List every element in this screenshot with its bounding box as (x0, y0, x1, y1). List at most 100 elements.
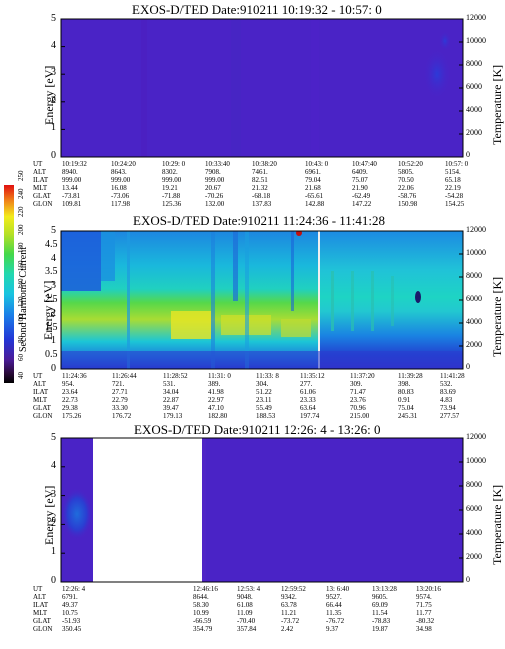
panel2-streak (233, 231, 238, 301)
info-cell: 13.44 (62, 184, 78, 192)
info-cell: 999.00 (62, 176, 82, 184)
row-label: ALT (33, 168, 46, 176)
panel1-title: EXOS-D/TED Date:910211 10:19:32 - 10:57:… (132, 2, 382, 17)
panel3-ytick: 5 (51, 432, 56, 443)
info-cell: -76.72 (326, 617, 345, 625)
row-label: GLON (33, 200, 53, 208)
info-cell: 137.83 (252, 200, 272, 208)
panel3-stripe (202, 438, 206, 582)
panel3-heatmap (61, 438, 463, 582)
panel2-region (101, 231, 115, 281)
info-cell: 11:37:20 (350, 372, 375, 380)
panel2-info-columns: 11:24:36 11:26:44 11:28:52 11:31: 0 11:33: 8… (0, 372, 505, 422)
panel3-y2tick: 2000 (466, 552, 482, 561)
info-cell: 8940. (62, 168, 78, 176)
panel2-ytick: 4.5 (45, 238, 58, 250)
info-cell: 58.30 (193, 601, 209, 609)
info-cell: 999.00 (111, 176, 131, 184)
panel1-axes (60, 18, 464, 158)
panel2-plot-area (61, 231, 463, 369)
info-cell: 132.00 (205, 200, 225, 208)
info-cell: 354.79 (193, 625, 213, 633)
info-cell: 10:47:40 (352, 160, 377, 168)
row-label: ALT (33, 593, 46, 601)
panel1-info-labels: UT ALT ILAT MLT GLAT GLON (33, 160, 52, 208)
info-cell: 70.96 (350, 404, 366, 412)
panel3-ylabel: Energy [eV] (42, 485, 56, 545)
info-cell: 34.98 (416, 625, 432, 633)
panel1-heatmap (61, 19, 463, 157)
panel2-axes (60, 230, 464, 370)
info-cell: 73.94 (440, 404, 456, 412)
info-cell: 83.69 (440, 388, 456, 396)
panel3-y2tick: 6000 (466, 504, 482, 513)
info-cell: 82.51 (252, 176, 268, 184)
row-label: UT (33, 160, 43, 168)
panel2-ytick: 4 (51, 252, 56, 264)
panel3-y2tick: 8000 (466, 480, 482, 489)
info-cell: 10:38:20 (252, 160, 277, 168)
info-cell: 6961. (305, 168, 321, 176)
info-cell: 999.00 (205, 176, 225, 184)
info-cell: 11.35 (326, 609, 342, 617)
info-cell: 9342. (281, 593, 297, 601)
info-cell: -54.28 (445, 192, 464, 200)
colorbar (4, 185, 14, 383)
info-cell: 61.06 (300, 388, 316, 396)
row-label: ILAT (33, 388, 49, 396)
panel2-ytick: 0 (51, 363, 56, 374)
panel1-blob (439, 31, 451, 51)
row-label: ILAT (33, 176, 49, 184)
info-cell: 10:33:40 (205, 160, 230, 168)
panel3-axes (60, 437, 464, 583)
info-cell: 10.75 (62, 609, 78, 617)
panel1-ytick: 1 (51, 122, 56, 133)
info-cell: 11:39:28 (398, 372, 423, 380)
info-cell: 11.54 (372, 609, 388, 617)
panel3-title: EXOS-D/TED Date:910211 12:26: 4 - 13:26:… (134, 422, 381, 437)
row-label: ILAT (33, 601, 49, 609)
panel1-stripe (311, 19, 319, 157)
panel3-ytick: 2 (51, 518, 56, 529)
info-cell: 6409. (352, 168, 368, 176)
row-label: GLAT (33, 617, 51, 625)
panel2-region (281, 319, 311, 337)
info-cell: 188.53 (256, 412, 276, 420)
row-label: GLON (33, 625, 53, 633)
panel1-blob (423, 48, 451, 100)
panel2-y2tick: 4000 (466, 317, 482, 326)
panel2-y2tick: 6000 (466, 294, 482, 303)
info-cell: 532. (440, 380, 453, 388)
panel1-y2tick: 0 (466, 150, 470, 159)
info-cell: 65.18 (445, 176, 461, 184)
info-cell: 23.76 (350, 396, 366, 404)
info-cell: 39.47 (163, 404, 179, 412)
panel2-ytick: 1.5 (45, 321, 58, 333)
info-cell: 9048. (237, 593, 253, 601)
row-label: GLON (33, 412, 53, 420)
info-cell: 7908. (205, 168, 221, 176)
row-label: ALT (33, 380, 46, 388)
info-cell: 33.30 (112, 404, 128, 412)
info-cell: 215.00 (350, 412, 370, 420)
info-cell: 22.06 (398, 184, 414, 192)
panel2-info-labels: UT ALT ILAT MLT GLAT GLON (33, 372, 52, 420)
info-cell: 277. (300, 380, 313, 388)
info-cell: 75.04 (398, 404, 414, 412)
info-cell: 63.64 (300, 404, 316, 412)
info-cell: 11:33: 8 (256, 372, 279, 380)
panel3-blob (61, 488, 93, 540)
info-cell: -51.93 (62, 617, 81, 625)
info-cell: -62.49 (352, 192, 371, 200)
panel1-stripe (141, 19, 147, 157)
info-cell: 389. (208, 380, 221, 388)
info-cell: 117.98 (111, 200, 130, 208)
info-cell: -58.76 (398, 192, 417, 200)
panel2-ytick: 3.5 (45, 266, 58, 278)
info-cell: 19.87 (372, 625, 388, 633)
panel2-streak (245, 231, 249, 369)
info-cell: 10:29: 0 (162, 160, 186, 168)
info-cell: 531. (163, 380, 176, 388)
info-cell: 22.87 (163, 396, 179, 404)
row-label: MLT (33, 184, 48, 192)
